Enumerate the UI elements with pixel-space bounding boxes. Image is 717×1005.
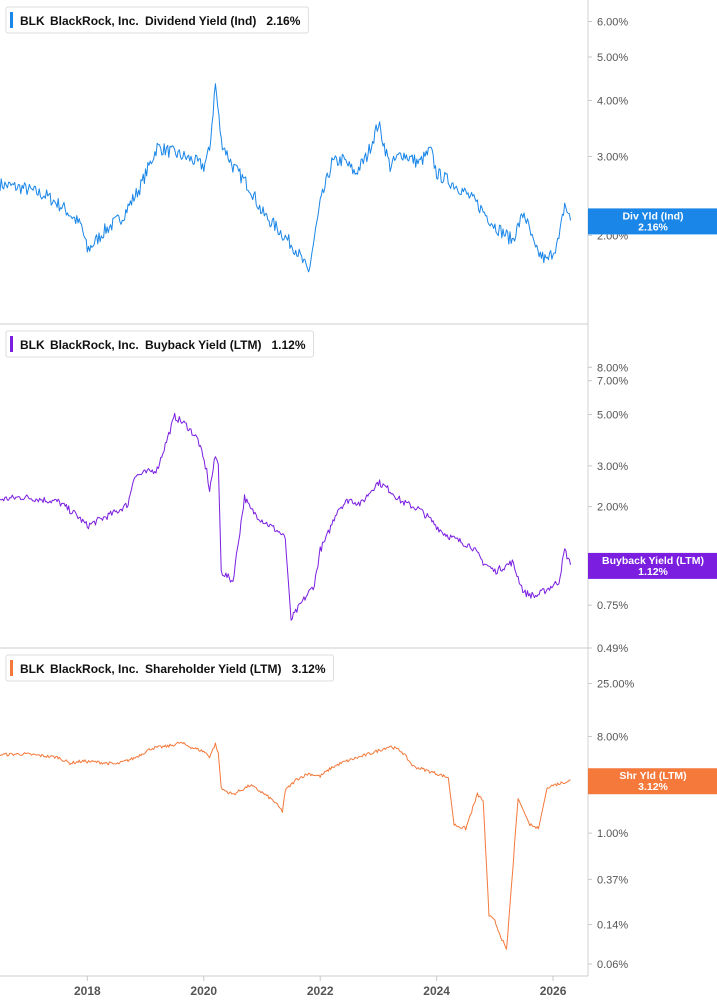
badge-value: 1.12% <box>638 566 668 578</box>
legend-ticker: BLK <box>20 14 45 28</box>
legend-ticker: BLK <box>20 662 45 676</box>
legend-current-value: 2.16% <box>266 14 300 28</box>
current-value-badge <box>588 768 717 795</box>
legend-ticker: BLK <box>20 338 45 352</box>
badge-label: Shr Yld (LTM) <box>619 770 686 782</box>
x-tick-label: 2024 <box>423 984 450 998</box>
legend-metric: Buyback Yield (LTM) <box>145 338 261 352</box>
series-line <box>0 412 571 621</box>
legend-color-marker <box>10 336 13 352</box>
legend-metric: Shareholder Yield (LTM) <box>145 662 281 676</box>
y-tick-label: 8.00% <box>597 362 628 374</box>
badge-label: Buyback Yield (LTM) <box>602 555 704 567</box>
y-tick-label: 0.49% <box>597 643 628 655</box>
y-tick-label: 8.00% <box>597 731 628 743</box>
legend-box <box>5 654 334 682</box>
y-tick-label: 5.00% <box>597 52 628 64</box>
current-value-badge <box>588 552 717 579</box>
legend-box <box>5 6 309 34</box>
legend-metric: Dividend Yield (Ind) <box>145 14 256 28</box>
y-tick-label: 3.00% <box>597 461 628 473</box>
y-tick-label: 0.75% <box>597 600 628 612</box>
y-tick-label: 25.00% <box>597 678 635 690</box>
legend-color-marker <box>10 12 13 28</box>
badge-value: 3.12% <box>638 781 668 793</box>
y-tick-label: 2.00% <box>597 502 628 514</box>
badge-label: Div Yld (Ind) <box>622 210 683 222</box>
y-tick-label: 5.00% <box>597 410 628 422</box>
y-tick-label: 3.00% <box>597 151 628 163</box>
legend-color-marker <box>10 660 13 676</box>
y-tick-label: 1.00% <box>597 828 628 840</box>
series-line <box>0 741 571 950</box>
y-tick-label: 0.14% <box>597 920 628 932</box>
legend-box <box>5 330 314 358</box>
series-line <box>0 83 571 273</box>
x-tick-label: 2026 <box>540 984 567 998</box>
y-tick-label: 7.00% <box>597 376 628 388</box>
legend-company: BlackRock, Inc. <box>50 14 139 28</box>
y-tick-label: 0.37% <box>597 874 628 886</box>
y-tick-label: 4.00% <box>597 95 628 107</box>
legend-current-value: 3.12% <box>291 662 325 676</box>
legend-company: BlackRock, Inc. <box>50 338 139 352</box>
y-tick-label: 0.06% <box>597 959 628 971</box>
legend-company: BlackRock, Inc. <box>50 662 139 676</box>
x-tick-label: 2020 <box>190 984 217 998</box>
legend-current-value: 1.12% <box>271 338 305 352</box>
y-tick-label: 6.00% <box>597 16 628 28</box>
badge-value: 2.16% <box>638 221 668 233</box>
x-tick-label: 2022 <box>307 984 334 998</box>
current-value-badge <box>588 208 717 235</box>
x-tick-label: 2018 <box>74 984 101 998</box>
